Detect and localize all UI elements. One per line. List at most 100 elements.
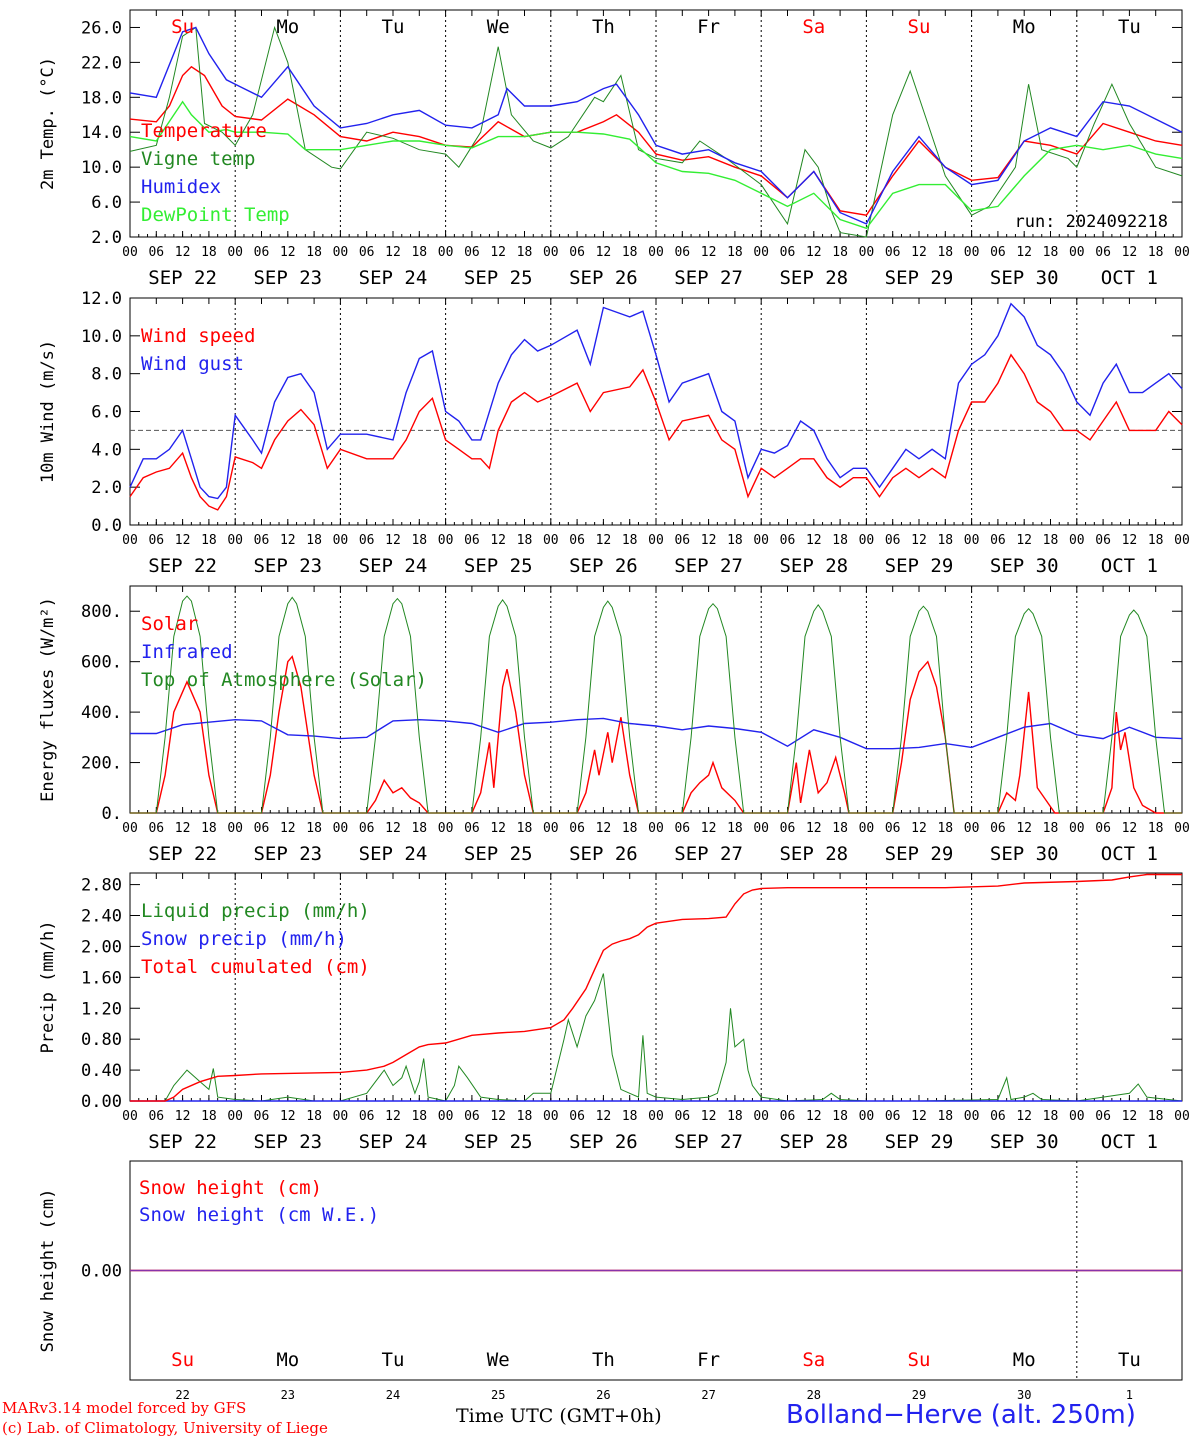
- date-label: SEP 22: [148, 555, 217, 577]
- hour-tick-label: 12: [701, 533, 717, 548]
- date-label: SEP 28: [779, 555, 848, 577]
- hour-tick-label: 06: [254, 821, 270, 836]
- panel-1: [129, 9, 1183, 238]
- day-number-label: 23: [281, 1388, 295, 1402]
- date-label: SEP 30: [990, 1131, 1059, 1153]
- hour-tick-label: 12: [385, 1109, 401, 1124]
- hour-tick-label: 18: [517, 821, 533, 836]
- date-label: SEP 29: [885, 1131, 954, 1153]
- hour-tick-label: 06: [254, 533, 270, 548]
- hour-tick-label: 18: [1148, 821, 1164, 836]
- weekday-label: Fr: [697, 1349, 720, 1371]
- date-label: SEP 24: [359, 267, 428, 289]
- hour-tick-label: 12: [911, 245, 927, 260]
- y-tick-label: 10.0: [81, 327, 122, 347]
- hour-tick-label: 00: [859, 1109, 875, 1124]
- hour-tick-label: 06: [1095, 533, 1111, 548]
- hour-tick-label: 12: [385, 533, 401, 548]
- date-label: SEP 23: [253, 267, 322, 289]
- y-tick-label: 22.0: [81, 53, 122, 73]
- hour-tick-label: 12: [1016, 821, 1032, 836]
- date-label: OCT 1: [1101, 1131, 1158, 1153]
- date-label: SEP 26: [569, 555, 638, 577]
- date-label: SEP 26: [569, 843, 638, 865]
- hour-tick-label: 06: [990, 1109, 1006, 1124]
- series-line: [129, 353, 1183, 511]
- y-tick-label: 0.00: [81, 1092, 122, 1112]
- weekday-label: Sa: [802, 16, 825, 38]
- date-label: SEP 22: [148, 843, 217, 865]
- y-tick-label: 400.: [81, 703, 122, 723]
- hour-tick-label: 18: [937, 821, 953, 836]
- y-tick-label: 200.: [81, 754, 122, 774]
- series-line: [129, 65, 1183, 216]
- hour-tick-label: 00: [227, 245, 243, 260]
- hour-tick-label: 06: [885, 533, 901, 548]
- hour-tick-label: 06: [885, 245, 901, 260]
- y-tick-label: 14.0: [81, 123, 122, 143]
- hour-tick-label: 00: [1174, 245, 1190, 260]
- hour-tick-label: 00: [964, 821, 980, 836]
- weekday-label: Su: [908, 1349, 931, 1371]
- hour-tick-label: 00: [122, 245, 138, 260]
- day-number-label: 24: [386, 1388, 400, 1402]
- panel-3: [129, 585, 1183, 814]
- date-label: OCT 1: [1101, 555, 1158, 577]
- hour-tick-label: 00: [753, 533, 769, 548]
- hour-tick-label: 12: [490, 533, 506, 548]
- series-line: [130, 973, 1183, 1102]
- weekday-label: Th: [592, 16, 615, 38]
- date-label: SEP 25: [464, 843, 533, 865]
- hour-tick-label: 18: [411, 245, 427, 260]
- hour-tick-label: 06: [569, 533, 585, 548]
- hour-tick-label: 18: [832, 1109, 848, 1124]
- legend-entry: Snow height (cm): [139, 1177, 322, 1199]
- hour-tick-label: 00: [543, 245, 559, 260]
- hour-tick-label: 00: [753, 245, 769, 260]
- hour-tick-label: 00: [227, 1109, 243, 1124]
- hour-tick-label: 12: [280, 1109, 296, 1124]
- hour-tick-label: 00: [648, 533, 664, 548]
- hour-tick-label: 06: [674, 533, 690, 548]
- hour-tick-label: 06: [359, 533, 375, 548]
- hour-tick-label: 00: [543, 821, 559, 836]
- hour-tick-label: 12: [806, 821, 822, 836]
- y-tick-label: 1.20: [81, 999, 122, 1019]
- hour-tick-label: 18: [1148, 1109, 1164, 1124]
- hour-tick-label: 00: [1174, 1109, 1190, 1124]
- y-tick-label: 0.0: [91, 516, 122, 536]
- legend-entry: Infrared: [141, 641, 233, 663]
- hour-tick-label: 06: [780, 1109, 796, 1124]
- series-line: [129, 26, 1183, 225]
- hour-tick-label: 00: [964, 1109, 980, 1124]
- date-label: SEP 27: [674, 1131, 743, 1153]
- hour-tick-label: 00: [964, 533, 980, 548]
- y-tick-label: 1.60: [81, 968, 122, 988]
- hour-tick-label: 18: [306, 245, 322, 260]
- run-annotation: run: 2024092218: [1014, 212, 1168, 232]
- hour-tick-label: 00: [1174, 533, 1190, 548]
- day-number-label: 25: [491, 1388, 505, 1402]
- hour-tick-label: 18: [201, 245, 217, 260]
- panel-4: [129, 872, 1183, 1102]
- panel-frame: [129, 297, 1183, 526]
- hour-tick-label: 06: [359, 245, 375, 260]
- hour-tick-label: 06: [1095, 821, 1111, 836]
- weekday-label: Su: [908, 16, 931, 38]
- panel-2: [129, 297, 1183, 526]
- date-label: OCT 1: [1101, 843, 1158, 865]
- hour-tick-label: 18: [727, 1109, 743, 1124]
- hour-tick-label: 06: [780, 533, 796, 548]
- hour-tick-label: 06: [1095, 1109, 1111, 1124]
- hour-tick-label: 18: [1148, 245, 1164, 260]
- hour-tick-label: 06: [990, 821, 1006, 836]
- date-label: SEP 29: [885, 843, 954, 865]
- hour-tick-label: 18: [1043, 821, 1059, 836]
- hour-tick-label: 12: [596, 245, 612, 260]
- hour-tick-label: 00: [227, 533, 243, 548]
- hour-tick-label: 18: [306, 821, 322, 836]
- panel-frame: [129, 585, 1183, 814]
- hour-tick-label: 12: [175, 1109, 191, 1124]
- location-label: Bolland−Herve (alt. 250m): [786, 1400, 1136, 1430]
- hour-tick-label: 18: [937, 245, 953, 260]
